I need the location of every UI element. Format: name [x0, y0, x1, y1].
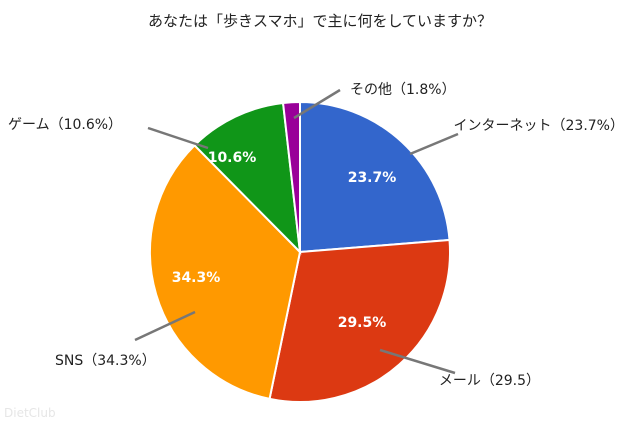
slice-percent-label-3: 10.6% — [208, 150, 257, 166]
slice-label-0: インターネット（23.7%） — [454, 118, 624, 134]
slice-percent-label-0: 23.7% — [348, 170, 397, 186]
slice-label-1: メール（29.5） — [439, 373, 540, 389]
slice-label-2: SNS（34.3%） — [55, 353, 156, 369]
slice-percent-label-1: 29.5% — [338, 315, 387, 331]
leader-line-0 — [409, 132, 459, 156]
pie-slice-2 — [149, 143, 302, 401]
slice-label-3: ゲーム（10.6%） — [8, 117, 122, 133]
leader-line-1 — [379, 348, 456, 375]
watermark: DietClub — [4, 406, 56, 420]
chart-title: あなたは「歩きスマホ」で主に何をしていますか？ — [147, 12, 493, 30]
leader-line-3 — [147, 126, 209, 150]
pie-slice-1 — [268, 238, 451, 403]
pie-slice-0 — [299, 100, 451, 254]
pie-slice-4 — [281, 100, 301, 253]
slice-label-4: その他（1.8%） — [350, 82, 456, 98]
leader-line-2 — [134, 310, 196, 342]
slice-percent-label-2: 34.3% — [172, 270, 221, 286]
leader-line-4 — [293, 88, 341, 120]
